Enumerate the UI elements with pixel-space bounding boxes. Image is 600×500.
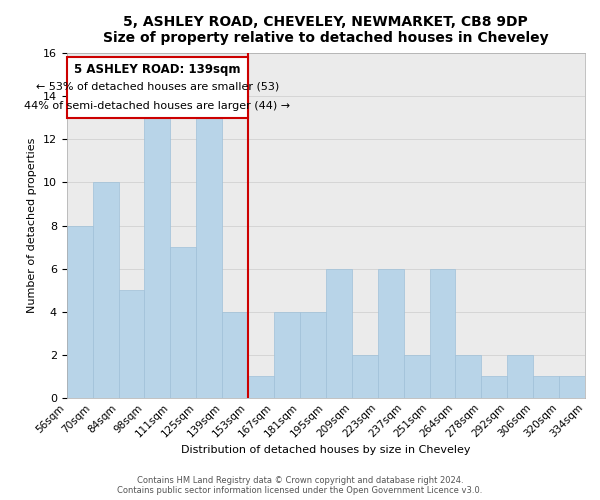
Text: ← 53% of detached houses are smaller (53): ← 53% of detached houses are smaller (53… (36, 82, 279, 92)
Bar (300, 312, 326, 398)
Bar (67, 226, 92, 398)
Bar (145, 118, 170, 398)
Text: Contains HM Land Registry data © Crown copyright and database right 2024.
Contai: Contains HM Land Registry data © Crown c… (118, 476, 482, 495)
Bar (92, 182, 119, 398)
Bar (377, 268, 404, 398)
Bar (119, 290, 145, 398)
Bar (222, 312, 248, 398)
Bar (352, 354, 377, 398)
Bar (559, 376, 585, 398)
Bar (170, 247, 196, 398)
Bar (248, 376, 274, 398)
Bar (455, 354, 481, 398)
FancyBboxPatch shape (67, 56, 248, 118)
X-axis label: Distribution of detached houses by size in Cheveley: Distribution of detached houses by size … (181, 445, 470, 455)
Bar (533, 376, 559, 398)
Y-axis label: Number of detached properties: Number of detached properties (27, 138, 37, 313)
Bar (507, 354, 533, 398)
Bar (326, 268, 352, 398)
Bar (196, 118, 222, 398)
Text: 5 ASHLEY ROAD: 139sqm: 5 ASHLEY ROAD: 139sqm (74, 63, 241, 76)
Bar (481, 376, 507, 398)
Bar (274, 312, 300, 398)
Bar (404, 354, 430, 398)
Text: 44% of semi-detached houses are larger (44) →: 44% of semi-detached houses are larger (… (25, 101, 290, 111)
Bar (430, 268, 455, 398)
Title: 5, ASHLEY ROAD, CHEVELEY, NEWMARKET, CB8 9DP
Size of property relative to detach: 5, ASHLEY ROAD, CHEVELEY, NEWMARKET, CB8… (103, 15, 548, 45)
